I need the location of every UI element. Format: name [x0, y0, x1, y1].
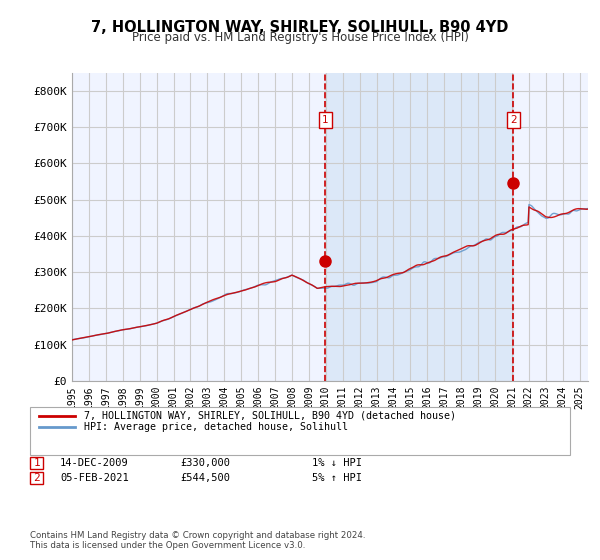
Text: 7, HOLLINGTON WAY, SHIRLEY, SOLIHULL, B90 4YD: 7, HOLLINGTON WAY, SHIRLEY, SOLIHULL, B9…: [91, 20, 509, 35]
Text: £544,500: £544,500: [180, 473, 230, 483]
Text: 1: 1: [322, 115, 328, 125]
Bar: [325, 73, 514, 381]
Text: Price paid vs. HM Land Registry's House Price Index (HPI): Price paid vs. HM Land Registry's House …: [131, 31, 469, 44]
Text: 7, HOLLINGTON WAY, SHIRLEY, SOLIHULL, B90 4YD (detached house): 7, HOLLINGTON WAY, SHIRLEY, SOLIHULL, B9…: [84, 410, 456, 421]
Text: HPI: Average price, detached house, Solihull: HPI: Average price, detached house, Soli…: [84, 422, 348, 432]
Text: Contains HM Land Registry data © Crown copyright and database right 2024.
This d: Contains HM Land Registry data © Crown c…: [30, 530, 365, 550]
Text: 5% ↑ HPI: 5% ↑ HPI: [312, 473, 362, 483]
Text: 05-FEB-2021: 05-FEB-2021: [60, 473, 129, 483]
Text: £330,000: £330,000: [180, 458, 230, 468]
Text: 1: 1: [33, 458, 40, 468]
Text: 2: 2: [33, 473, 40, 483]
Text: 2: 2: [510, 115, 517, 125]
Text: 14-DEC-2009: 14-DEC-2009: [60, 458, 129, 468]
Text: 1% ↓ HPI: 1% ↓ HPI: [312, 458, 362, 468]
